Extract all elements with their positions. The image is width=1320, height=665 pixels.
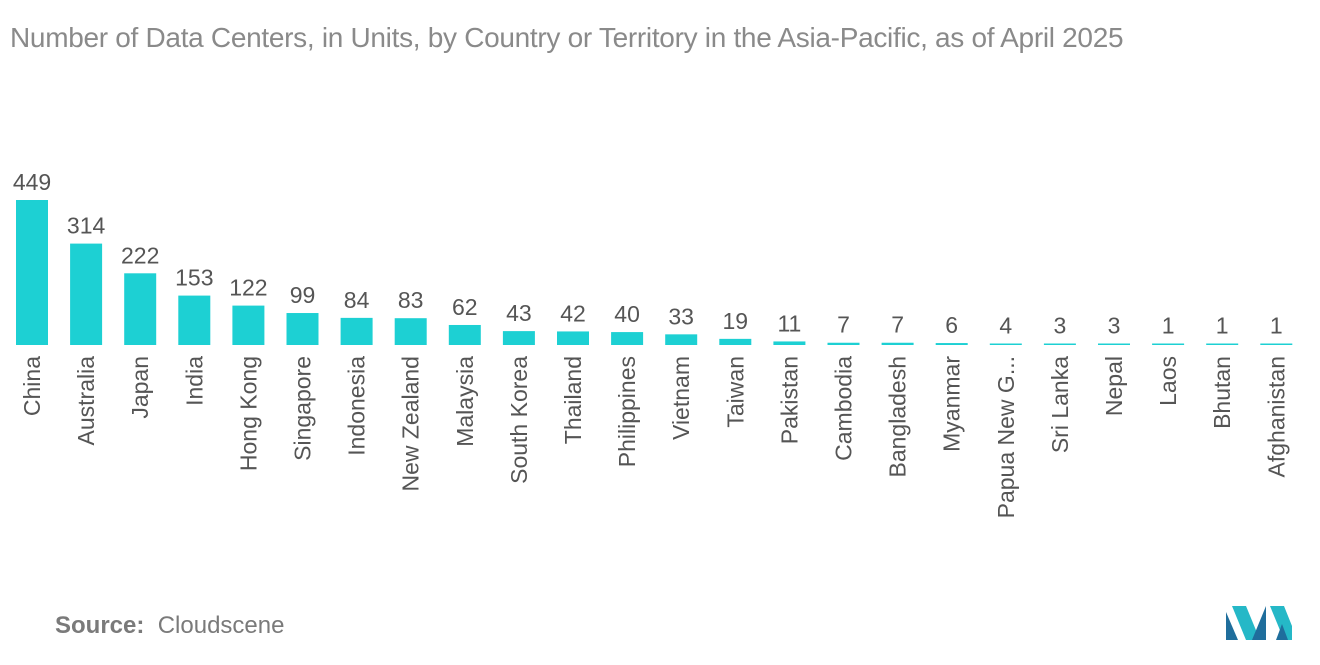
bar-vietnam bbox=[665, 334, 698, 345]
brand-logo-icon bbox=[1226, 606, 1292, 640]
category-label: Bhutan bbox=[1209, 356, 1235, 429]
bar-malaysia bbox=[448, 324, 481, 345]
category-label: Papua New G... bbox=[993, 356, 1019, 518]
value-label: 83 bbox=[398, 287, 424, 313]
category-label: Malaysia bbox=[452, 356, 478, 447]
value-label: 3 bbox=[1108, 313, 1121, 339]
category-label: Vietnam bbox=[668, 356, 694, 440]
category-label: Afghanistan bbox=[1263, 356, 1289, 477]
category-label: Hong Kong bbox=[235, 356, 261, 471]
value-label: 449 bbox=[13, 169, 51, 195]
value-label: 7 bbox=[891, 312, 904, 338]
chart-title: Number of Data Centers, in Units, by Cou… bbox=[10, 22, 1124, 53]
value-label: 153 bbox=[175, 265, 213, 291]
value-label: 1 bbox=[1270, 313, 1283, 339]
value-label: 40 bbox=[614, 301, 640, 327]
category-label: South Korea bbox=[506, 356, 532, 484]
bar-bangladesh bbox=[881, 342, 914, 345]
bar-sri-lanka bbox=[1043, 343, 1076, 345]
value-label: 3 bbox=[1054, 313, 1067, 339]
bar-taiwan bbox=[719, 338, 752, 345]
bar-nepal bbox=[1098, 343, 1130, 345]
category-label: Myanmar bbox=[939, 356, 965, 452]
category-label: Japan bbox=[127, 356, 153, 419]
category-label: Australia bbox=[73, 356, 99, 446]
source-value: Cloudscene bbox=[157, 612, 285, 639]
bar-thailand bbox=[557, 331, 589, 345]
value-label: 1 bbox=[1216, 313, 1229, 339]
bar-singapore bbox=[286, 313, 319, 345]
category-label: Sri Lanka bbox=[1047, 356, 1073, 453]
bar-new-zealand bbox=[394, 318, 427, 345]
bar-japan bbox=[124, 273, 157, 345]
bar-cambodia bbox=[827, 342, 860, 345]
bar-laos bbox=[1152, 343, 1185, 345]
category-label: New Zealand bbox=[398, 356, 424, 492]
category-label: Philippines bbox=[614, 356, 640, 467]
category-label: Cambodia bbox=[831, 356, 857, 461]
value-label: 42 bbox=[560, 300, 586, 326]
category-label: Nepal bbox=[1101, 356, 1127, 416]
category-label: Indonesia bbox=[344, 356, 370, 456]
bar-pakistan bbox=[773, 341, 806, 345]
bar-australia bbox=[70, 243, 103, 345]
bar-hong-kong bbox=[232, 305, 265, 345]
category-label: Thailand bbox=[560, 356, 586, 444]
value-label: 6 bbox=[945, 312, 958, 338]
value-label: 99 bbox=[290, 282, 316, 308]
category-label: India bbox=[181, 356, 207, 406]
value-label: 314 bbox=[67, 213, 106, 239]
value-label: 19 bbox=[723, 308, 749, 334]
bar-south-korea bbox=[502, 331, 535, 345]
category-label: Singapore bbox=[290, 356, 316, 461]
value-label: 7 bbox=[837, 312, 850, 338]
bars-group bbox=[16, 200, 1293, 345]
category-labels-group: China Australia Japan India Hong Kong Singapo… bbox=[19, 356, 1289, 519]
category-label: Pakistan bbox=[776, 356, 802, 444]
value-label: 222 bbox=[121, 242, 159, 268]
value-label: 11 bbox=[777, 310, 801, 336]
value-label: 4 bbox=[999, 313, 1012, 339]
category-label: Bangladesh bbox=[885, 356, 911, 478]
category-label: Taiwan bbox=[722, 356, 748, 428]
bar-afghanistan bbox=[1260, 343, 1293, 345]
value-label: 84 bbox=[344, 287, 370, 313]
bar-philippines bbox=[611, 332, 644, 345]
value-label: 62 bbox=[452, 294, 478, 320]
source-label: Source: bbox=[55, 612, 145, 639]
category-label: Laos bbox=[1155, 356, 1181, 406]
bar-papua-new-g bbox=[989, 343, 1022, 345]
bar-myanmar bbox=[935, 343, 968, 345]
value-label: 122 bbox=[229, 275, 267, 301]
bar-bhutan bbox=[1206, 343, 1239, 345]
value-label: 33 bbox=[668, 303, 694, 329]
value-label: 1 bbox=[1162, 313, 1175, 339]
bar-indonesia bbox=[340, 317, 373, 345]
bar-india bbox=[178, 295, 211, 345]
category-label: China bbox=[19, 356, 45, 416]
value-label: 43 bbox=[506, 300, 532, 326]
source-note: Source: Cloudscene bbox=[55, 612, 284, 640]
bar-china bbox=[16, 200, 48, 345]
